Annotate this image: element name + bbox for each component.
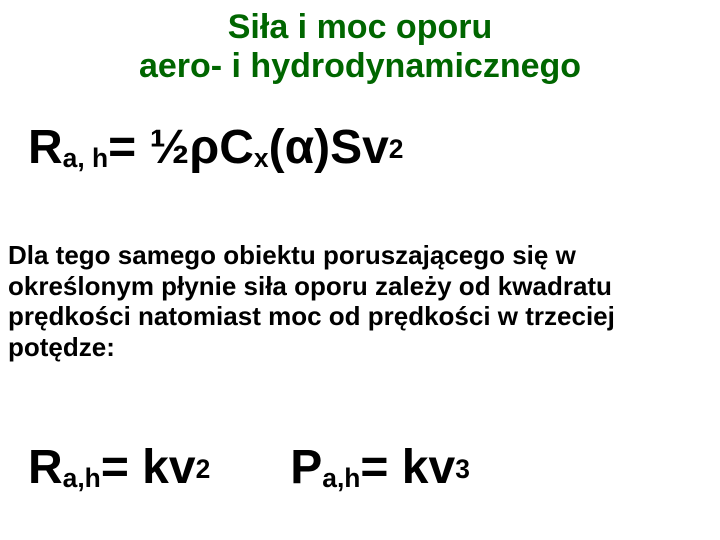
formula2-P-sub: a,h [322,463,360,494]
formula2-R-sub: a,h [63,463,101,494]
formula2-R-eq: = kv [101,440,196,495]
formula-R-sub: a, h [63,143,108,174]
formula-R-bottom: Ra,h = kv2 [28,440,210,495]
formula-bottom-row: Ra,h = kv2 Pa,h = kv3 [28,440,470,495]
formula2-P-sup: 3 [455,454,470,485]
formula2-R: R [28,440,63,495]
formula-P-bottom: Pa,h = kv3 [290,440,470,495]
title-line-1: Siła i moc oporu [0,8,720,47]
slide-title: Siła i moc oporu aero- i hydrodynamiczne… [0,0,720,86]
formula-sup: 2 [389,134,404,165]
formula2-P-eq: = kv [360,440,455,495]
formula-R: R [28,120,63,175]
body-paragraph: Dla tego samego obiektu poruszającego si… [8,240,708,363]
formula-alpha: (α)Sv [269,120,389,175]
formula2-R-sup: 2 [196,454,211,485]
formula-eq: = ½ρC [108,120,254,175]
formula2-P: P [290,440,322,495]
title-line-2: aero- i hydrodynamicznego [0,47,720,86]
formula-C-sub: x [254,143,269,174]
formula-main: Ra, h = ½ρCx(α)Sv2 [28,120,403,175]
